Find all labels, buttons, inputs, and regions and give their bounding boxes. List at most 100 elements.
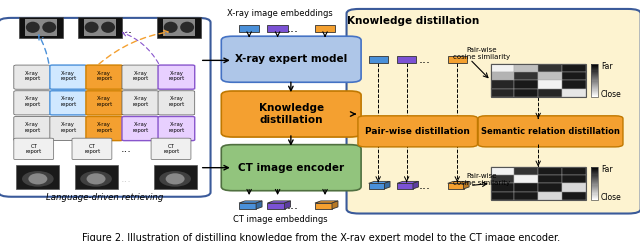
FancyBboxPatch shape: [50, 116, 86, 141]
Ellipse shape: [80, 171, 112, 187]
Polygon shape: [285, 201, 291, 209]
Text: Close: Close: [601, 193, 621, 202]
Bar: [591, 74, 598, 75]
Bar: [538, 183, 562, 192]
Bar: [591, 198, 598, 199]
Bar: [157, 17, 201, 38]
Bar: [515, 175, 538, 183]
Bar: [591, 167, 598, 200]
Bar: [591, 196, 598, 197]
Polygon shape: [397, 181, 419, 183]
Bar: [538, 167, 562, 175]
Bar: [515, 80, 538, 89]
Text: X-ray
report: X-ray report: [24, 122, 40, 133]
Text: X-ray
report: X-ray report: [168, 71, 184, 81]
Bar: [491, 72, 515, 80]
Text: X-ray
report: X-ray report: [96, 122, 113, 133]
Text: Far: Far: [601, 62, 612, 71]
Polygon shape: [413, 181, 419, 189]
Ellipse shape: [101, 22, 115, 33]
FancyBboxPatch shape: [358, 116, 477, 147]
Text: CT image encoder: CT image encoder: [238, 163, 344, 173]
Bar: [562, 80, 586, 89]
Bar: [562, 192, 586, 200]
Ellipse shape: [166, 173, 184, 184]
Text: Knowledge
distillation: Knowledge distillation: [259, 103, 324, 125]
Bar: [491, 64, 515, 72]
Polygon shape: [448, 181, 469, 183]
Bar: [538, 175, 562, 183]
Bar: [591, 69, 598, 70]
Bar: [562, 175, 586, 183]
Bar: [515, 167, 538, 175]
Text: X-ray
report: X-ray report: [60, 122, 76, 133]
Bar: [591, 64, 598, 65]
Bar: [397, 183, 413, 189]
Bar: [163, 19, 195, 36]
Bar: [591, 173, 598, 174]
Bar: [591, 171, 598, 172]
FancyBboxPatch shape: [158, 65, 195, 89]
Polygon shape: [332, 201, 338, 209]
Text: X-ray
report: X-ray report: [60, 96, 76, 107]
Bar: [268, 203, 285, 209]
Bar: [591, 172, 598, 173]
Bar: [448, 183, 463, 189]
FancyBboxPatch shape: [86, 116, 123, 141]
Bar: [591, 194, 598, 196]
Text: Semantic relation distillation: Semantic relation distillation: [481, 127, 620, 136]
Text: ...: ...: [287, 22, 299, 35]
Bar: [591, 95, 598, 96]
Bar: [591, 192, 598, 193]
Bar: [591, 170, 598, 171]
Polygon shape: [315, 201, 338, 203]
Bar: [591, 184, 598, 186]
Bar: [591, 94, 598, 95]
Text: ...: ...: [287, 199, 299, 212]
Text: X-ray image embeddings: X-ray image embeddings: [227, 9, 333, 18]
Bar: [591, 174, 598, 175]
Bar: [591, 79, 598, 80]
Text: CT
report: CT report: [26, 143, 42, 154]
Text: ...: ...: [121, 23, 133, 36]
FancyBboxPatch shape: [50, 91, 86, 115]
Bar: [591, 67, 598, 68]
Bar: [448, 56, 467, 63]
Bar: [491, 89, 515, 97]
Ellipse shape: [26, 22, 40, 33]
Bar: [591, 93, 598, 94]
Bar: [515, 192, 538, 200]
Bar: [239, 25, 259, 33]
Text: CT
report: CT report: [84, 143, 100, 154]
Text: X-ray
report: X-ray report: [132, 71, 148, 81]
Text: CT
report: CT report: [163, 143, 179, 154]
Bar: [591, 197, 598, 198]
Bar: [562, 167, 586, 175]
Bar: [591, 169, 598, 170]
Bar: [591, 167, 598, 168]
Bar: [591, 96, 598, 97]
Bar: [491, 183, 515, 192]
Bar: [154, 166, 196, 189]
FancyBboxPatch shape: [221, 91, 361, 137]
FancyBboxPatch shape: [122, 65, 159, 89]
Bar: [591, 199, 598, 200]
Bar: [491, 167, 586, 200]
Bar: [538, 89, 562, 97]
Bar: [19, 17, 63, 38]
FancyBboxPatch shape: [14, 138, 54, 160]
Text: Knowledge distillation: Knowledge distillation: [347, 16, 479, 26]
FancyBboxPatch shape: [50, 65, 86, 89]
Bar: [591, 75, 598, 76]
Ellipse shape: [159, 171, 191, 187]
Bar: [591, 188, 598, 189]
FancyBboxPatch shape: [14, 91, 51, 115]
Text: Close: Close: [601, 90, 621, 99]
Text: Language-driven retrieving: Language-driven retrieving: [45, 193, 163, 202]
FancyBboxPatch shape: [86, 65, 123, 89]
Text: ...: ...: [121, 174, 132, 184]
Bar: [591, 73, 598, 74]
Bar: [369, 56, 388, 63]
Text: CT image embeddings: CT image embeddings: [233, 215, 328, 224]
Bar: [515, 64, 538, 72]
